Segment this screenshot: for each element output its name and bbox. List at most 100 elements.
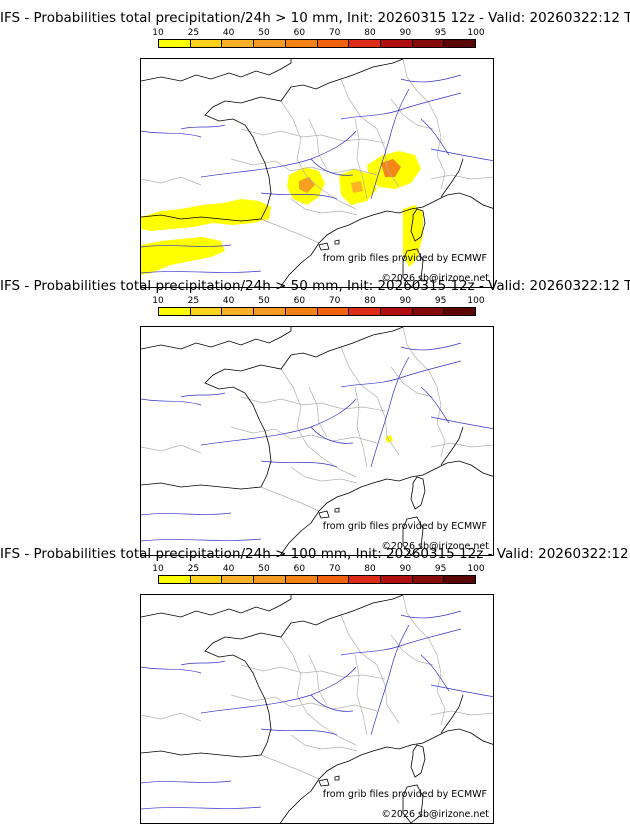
colorbar-tick-label: 95 [434, 28, 447, 38]
colorbar-swatches [158, 307, 476, 316]
colorbar-tick-label: 90 [399, 28, 412, 38]
panel-100mm: IFS - Probabilities total precipitation/… [0, 546, 630, 824]
map-svg [141, 327, 493, 555]
colorbar-tick-label: 40 [222, 296, 235, 306]
river [141, 244, 232, 248]
copyright-credit: ©2026 sb@irizone.net [381, 809, 489, 820]
river [430, 684, 493, 698]
admin-border [308, 386, 328, 438]
map-50mm: from grib files provided by ECMWF ©2026 … [140, 326, 494, 556]
admin-border [260, 754, 320, 780]
coastline [310, 218, 362, 256]
source-credit: from grib files provided by ECMWF [322, 521, 487, 532]
river [141, 512, 232, 516]
admin-border [141, 176, 202, 186]
river [310, 158, 354, 176]
admin-border [230, 694, 378, 712]
river [200, 130, 357, 178]
precip-area-atlantic-southwest-band [141, 199, 271, 231]
admin-border [240, 664, 386, 680]
river [370, 356, 410, 468]
colorbar-tick-label: 80 [364, 296, 376, 306]
river [141, 806, 262, 810]
colorbar: 10 25 40 50 60 70 80 90 95 100 [152, 296, 485, 320]
colorbar-tick-label: 25 [187, 28, 200, 38]
admin-border [390, 366, 434, 398]
colorbar-tick-label: 25 [187, 296, 200, 306]
colorbar-swatch [222, 40, 255, 47]
colorbar-tick-label: 90 [399, 564, 412, 574]
coastline [440, 694, 464, 734]
island-coast [334, 775, 340, 781]
colorbar-tick-label: 60 [293, 564, 306, 574]
coastline [360, 192, 493, 220]
colorbar-swatch [317, 308, 350, 315]
coastline [204, 86, 292, 220]
panel-title: IFS - Probabilities total precipitation/… [0, 278, 630, 294]
colorbar-tick-label: 10 [152, 28, 164, 38]
colorbar-swatch [412, 40, 445, 47]
colorbar-tick-label: 40 [222, 28, 235, 38]
colorbar-tick-label: 90 [399, 296, 412, 306]
admin-border [430, 174, 493, 180]
colorbar-swatches [158, 575, 476, 584]
river [400, 74, 462, 83]
precip-core-southwest-france [299, 177, 315, 193]
colorbar-swatch [159, 308, 191, 315]
river [310, 426, 354, 444]
geo-layer [141, 595, 493, 823]
precip-area-iberia-north-coast [141, 237, 225, 275]
admin-border [340, 346, 400, 456]
colorbar-swatch [380, 308, 413, 315]
admin-border [141, 444, 202, 454]
colorbar-tick-label: 60 [293, 296, 306, 306]
river [180, 660, 226, 666]
river [180, 124, 226, 130]
geo-layer [141, 59, 493, 287]
corsica-coast [410, 208, 426, 242]
coastline [290, 327, 404, 358]
colorbar-swatch [190, 308, 223, 315]
colorbar-swatch [254, 308, 286, 315]
river [141, 398, 202, 406]
colorbar-swatch [444, 308, 476, 315]
river [200, 666, 357, 714]
river [180, 392, 226, 398]
coastline [279, 254, 312, 287]
admin-border [390, 98, 434, 130]
admin-border [290, 734, 358, 752]
admin-border [340, 614, 400, 724]
panel-title: IFS - Probabilities total precipitation/… [0, 546, 630, 562]
river [340, 628, 462, 656]
corsica-coast [410, 476, 426, 510]
admin-border [308, 118, 328, 170]
admin-border [402, 59, 446, 190]
river [141, 130, 202, 138]
admin-border [430, 442, 493, 448]
river [400, 342, 462, 351]
island-coast [334, 239, 340, 245]
colorbar-tick-label: 25 [187, 564, 200, 574]
colorbar-labels: 10 25 40 50 60 70 80 90 95 100 [152, 296, 484, 306]
river [141, 270, 262, 274]
coastline [360, 460, 493, 488]
panel-10mm: IFS - Probabilities total precipitation/… [0, 10, 630, 288]
colorbar-swatch [190, 40, 223, 47]
river [420, 118, 450, 156]
panel-50mm: IFS - Probabilities total precipitation/… [0, 278, 630, 556]
admin-border [402, 595, 446, 726]
island-coast [334, 507, 340, 513]
river [141, 666, 202, 674]
admin-border [280, 368, 357, 478]
colorbar-swatch [159, 40, 191, 47]
colorbar-swatch [317, 576, 350, 583]
precip-area-alps-small-spot [385, 435, 393, 443]
map-100mm: from grib files provided by ECMWF ©2026 … [140, 594, 494, 824]
river [141, 538, 262, 542]
sardinia-coast [402, 248, 424, 287]
river [370, 88, 410, 200]
admin-border [340, 78, 400, 188]
colorbar-tick-label: 50 [258, 564, 270, 574]
source-credit: from grib files provided by ECMWF [322, 789, 487, 800]
river [310, 694, 354, 712]
